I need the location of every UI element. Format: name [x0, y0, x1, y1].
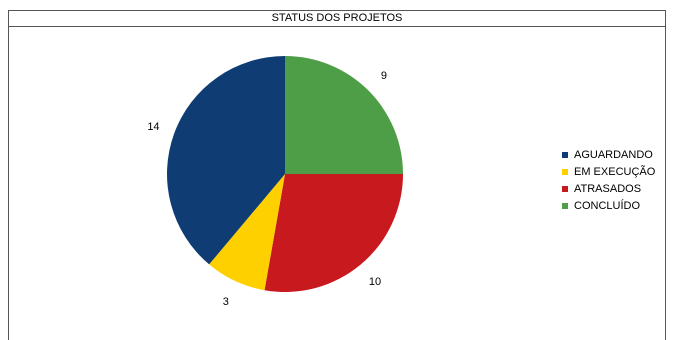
legend-item: CONCLUÍDO: [562, 199, 655, 213]
legend-label: AGUARDANDO: [574, 149, 653, 161]
data-label-em-execu-o: 3: [223, 296, 229, 308]
legend-label: EM EXECUÇÃO: [574, 166, 656, 178]
data-label-atrasados: 10: [369, 276, 381, 288]
legend-swatch: [562, 169, 568, 175]
pie-slice-aguardando: [166, 56, 285, 265]
legend-swatch: [562, 152, 568, 158]
data-label-aguardando: 14: [147, 121, 159, 133]
pie-slice-atrasados: [264, 174, 403, 292]
legend-swatch: [562, 186, 568, 192]
legend-label: CONCLUÍDO: [574, 200, 641, 212]
chart-frame: STATUS DOS PROJETOS: [8, 10, 666, 340]
pie-slice-em-execu-o: [209, 174, 285, 291]
data-label-conclu-do: 9: [381, 70, 387, 82]
legend-label: ATRASADOS: [574, 183, 642, 195]
legend: AGUARDANDO EM EXECUÇÃO ATRASADOS CONCLUÍDO: [562, 148, 655, 216]
pie-slice-conclu-do: [285, 56, 403, 174]
legend-swatch: [562, 203, 568, 209]
chart-title: STATUS DOS PROJETOS: [9, 11, 665, 27]
legend-item: AGUARDANDO: [562, 148, 655, 162]
legend-item: ATRASADOS: [562, 182, 655, 196]
legend-item: EM EXECUÇÃO: [562, 165, 655, 179]
